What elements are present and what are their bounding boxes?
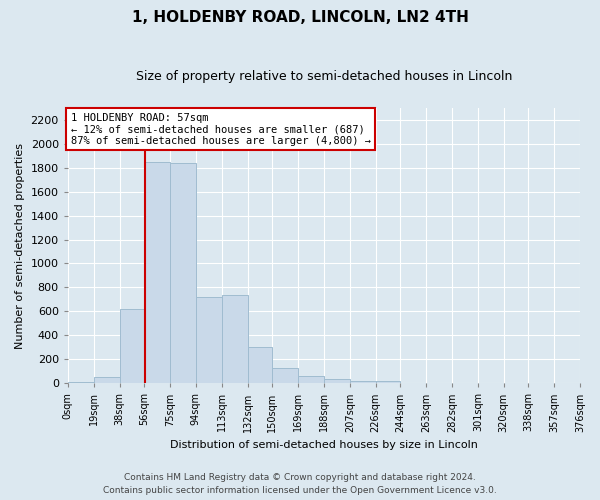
Bar	[170, 163, 196, 384]
Bar	[272, 368, 298, 384]
Text: Contains HM Land Registry data © Crown copyright and database right 2024.
Contai: Contains HM Land Registry data © Crown c…	[103, 474, 497, 495]
Bar	[68, 382, 94, 384]
Y-axis label: Number of semi-detached properties: Number of semi-detached properties	[15, 142, 25, 348]
Text: 1 HOLDENBY ROAD: 57sqm
← 12% of semi-detached houses are smaller (687)
87% of se: 1 HOLDENBY ROAD: 57sqm ← 12% of semi-det…	[71, 112, 371, 146]
Bar	[400, 382, 426, 384]
Bar	[222, 294, 248, 384]
Bar	[376, 381, 400, 384]
Bar	[144, 162, 170, 384]
Bar	[196, 297, 222, 384]
Bar	[298, 376, 324, 384]
Bar	[248, 348, 272, 384]
X-axis label: Distribution of semi-detached houses by size in Lincoln: Distribution of semi-detached houses by …	[170, 440, 478, 450]
Title: Size of property relative to semi-detached houses in Lincoln: Size of property relative to semi-detach…	[136, 70, 512, 83]
Text: 1, HOLDENBY ROAD, LINCOLN, LN2 4TH: 1, HOLDENBY ROAD, LINCOLN, LN2 4TH	[131, 10, 469, 25]
Bar	[119, 309, 144, 384]
Bar	[324, 379, 350, 384]
Bar	[350, 381, 376, 384]
Bar	[94, 378, 119, 384]
